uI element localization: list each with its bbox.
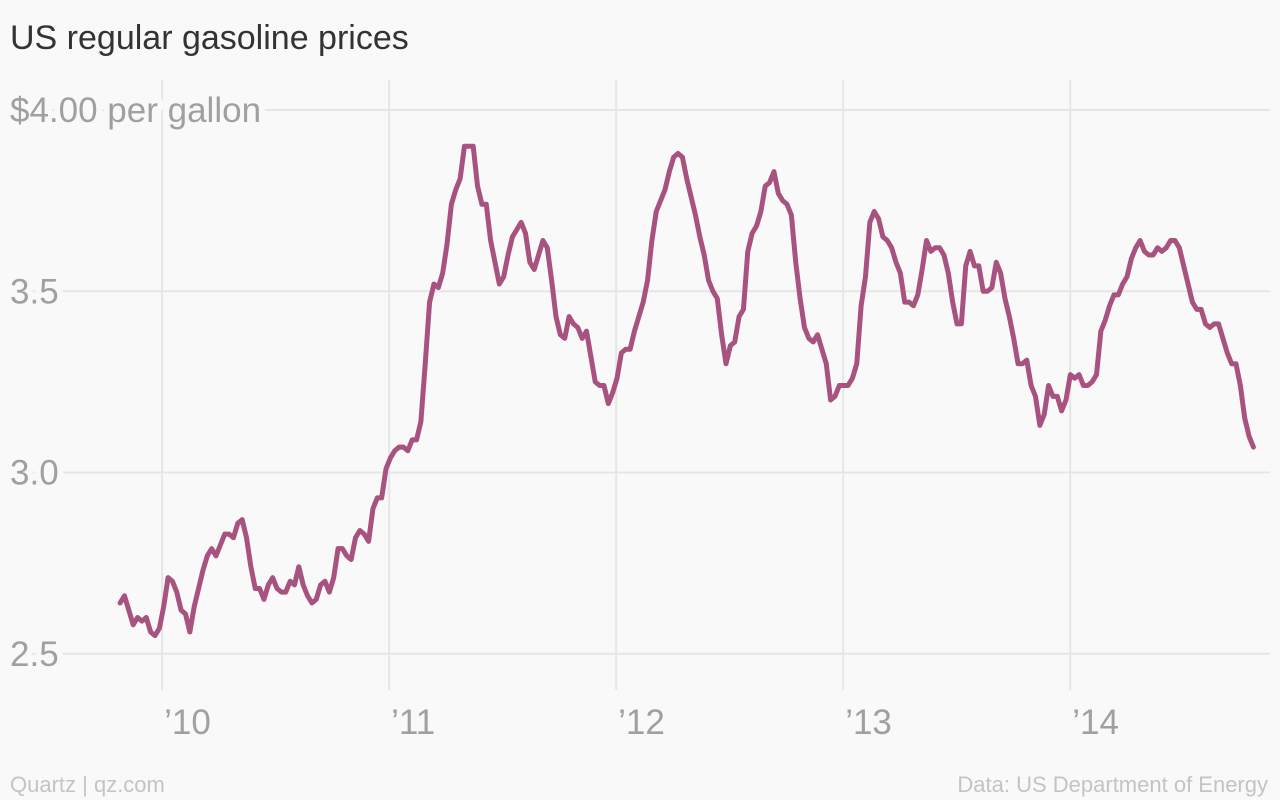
plot <box>117 143 1256 639</box>
y-tick-label: 3.5 <box>10 272 59 311</box>
x-tick-label: ’11 <box>391 703 435 742</box>
y-tick-label: 3.0 <box>10 454 59 493</box>
source-left: Quartz | qz.com <box>10 772 165 797</box>
y-tick-label: $4.00 per gallon <box>10 91 261 130</box>
x-tick-label: ’10 <box>164 703 211 742</box>
x-tick-label: ’12 <box>618 703 665 742</box>
source-right: Data: US Department of Energy <box>957 772 1268 797</box>
x-tick-label: ’13 <box>845 703 892 742</box>
chart-title: US regular gasoline prices <box>10 19 409 57</box>
y-tick-label: 2.5 <box>10 635 59 674</box>
x-tick-label: ’14 <box>1072 703 1119 742</box>
price-line <box>117 143 1256 639</box>
